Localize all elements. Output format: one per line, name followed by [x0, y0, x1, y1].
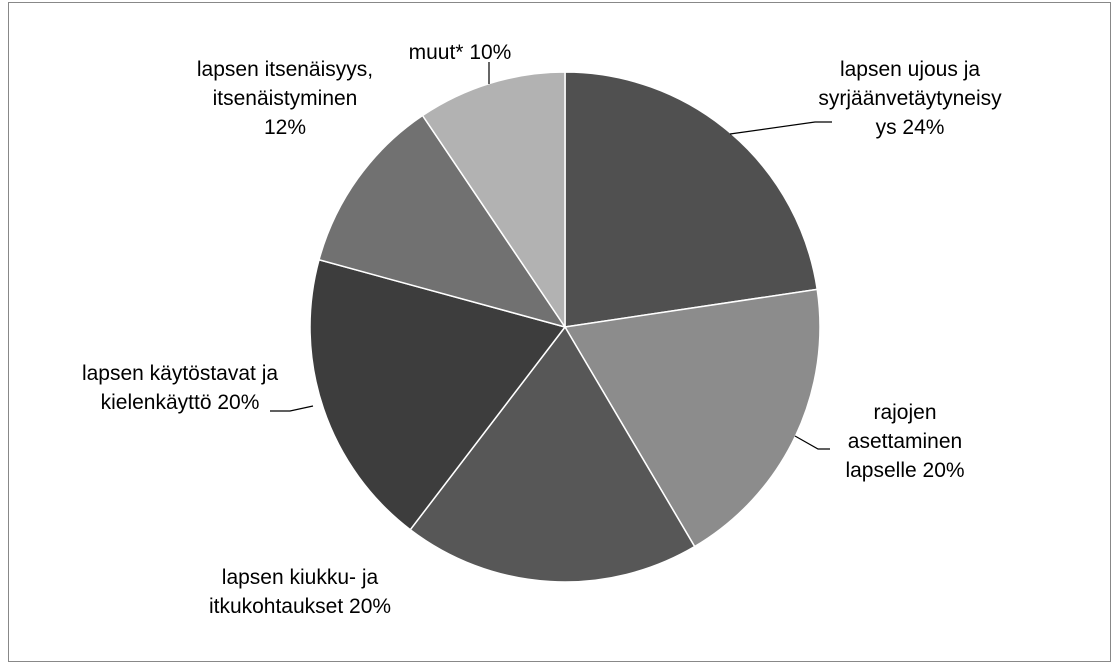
data-label: rajojen asettaminen lapselle 20%	[825, 398, 985, 485]
slice-name: rajojen asettaminen lapselle	[845, 401, 963, 482]
pie-slice	[409, 325, 696, 583]
data-label: lapsen ujous ja syrjäänvetäytyneisyys 24…	[815, 55, 1005, 142]
data-label: lapsen kiukku- ja itkukohtaukset 20%	[200, 563, 400, 621]
slice-value: 20%	[922, 459, 965, 482]
slice-value: 10%	[469, 41, 512, 64]
slice-value: 12%	[263, 116, 307, 139]
data-label: muut* 10%	[360, 38, 560, 67]
slice-name: muut*	[408, 41, 464, 64]
leader-line	[270, 405, 314, 412]
slice-name: lapsen itsenäisyys, itsenäistyminen	[196, 58, 374, 110]
pie-slice	[421, 71, 566, 330]
slice-value: 20%	[349, 595, 392, 618]
pie	[309, 71, 821, 583]
data-label: lapsen itsenäisyys, itsenäistyminen 12%	[195, 55, 375, 142]
slice-value: 24%	[902, 116, 945, 139]
slice-value: 20%	[217, 391, 260, 414]
pie-slice	[318, 114, 567, 329]
leader-line	[729, 121, 832, 135]
leader-line	[794, 435, 830, 450]
pie-slice	[309, 258, 567, 531]
slice-name: lapsen ujous ja syrjäänvetäytyneisyys	[818, 58, 1002, 139]
pie-slice	[564, 71, 819, 328]
slice-name: lapsen käytöstavat ja kielenkäyttö	[81, 362, 279, 414]
leader-lines	[270, 62, 832, 450]
slice-name: lapsen kiukku- ja itkukohtaukset	[208, 566, 379, 618]
data-label: lapsen käytöstavat ja kielenkäyttö 20%	[80, 359, 280, 417]
